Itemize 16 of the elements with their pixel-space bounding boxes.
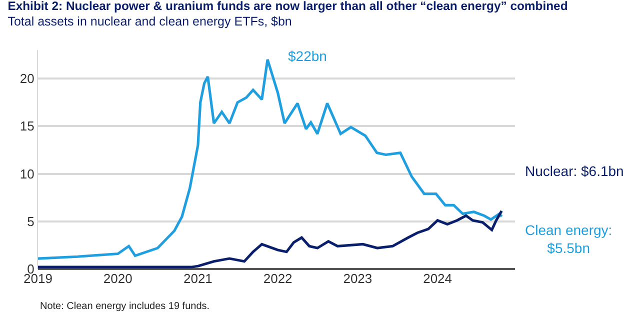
x-tick-label: 2023 — [343, 271, 372, 286]
text: Nuclear: $6.1bn — [525, 163, 624, 179]
x-tick-label: 2022 — [263, 271, 292, 286]
annotation: $22bn — [288, 48, 327, 64]
chart-title: Exhibit 2: Nuclear power & uranium funds are now larger than all other “clean energy” combined — [8, 0, 568, 13]
chart-subtitle: Total assets in nuclear and clean energy ETFs, $bn — [8, 14, 292, 29]
y-tick-label: 20 — [20, 71, 34, 86]
y-tick-label: 15 — [20, 118, 34, 134]
x-tick-label: 2020 — [103, 271, 132, 286]
x-tick-label: 2021 — [183, 271, 212, 286]
y-tick-label: 5 — [27, 214, 34, 229]
x-tick-label: 2024 — [423, 271, 452, 286]
y-tick-label: 10 — [20, 166, 34, 182]
text: Note: Clean energy includes 19 funds. — [40, 301, 210, 312]
series-label: Clean energy: $5.5bn — [525, 222, 612, 256]
line-series — [38, 210, 503, 268]
